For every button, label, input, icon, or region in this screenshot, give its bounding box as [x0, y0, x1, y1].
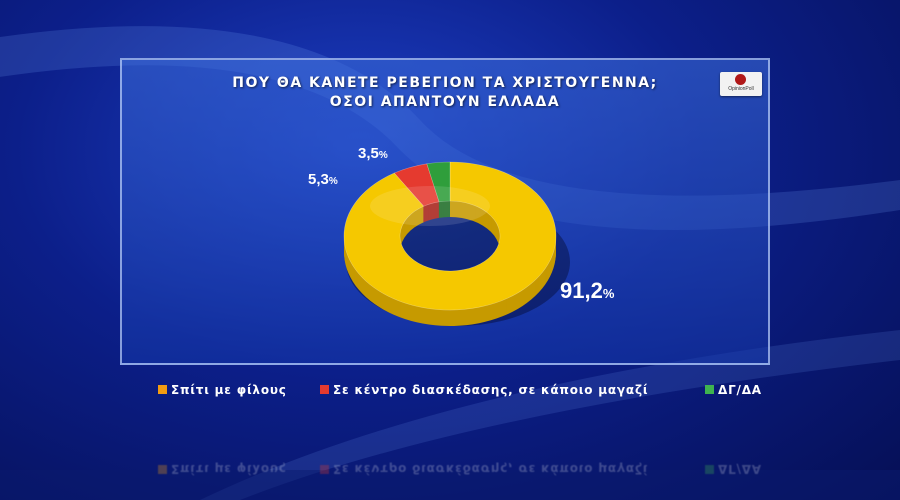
legend-label-dk: ΔΓ/ΔΑ [718, 383, 762, 397]
chart-subtitle: ΟΣΟΙ ΑΠΑΝΤΟΥΝ ΕΛΛΑΔΑ [329, 94, 561, 110]
slice-dk [426, 161, 451, 203]
chart-title-block: ΠΟΥ ΘΑ ΚΑΝΕΤΕ ΡΕΒΕΓΙΟΝ ΤΑ ΧΡΙΣΤΟΥΓΕΝΝΑ; … [120, 74, 770, 112]
legend-item-home: Σπίτι με φίλους [158, 383, 287, 397]
reflection-label-dk: ΔΓ/ΔΑ [718, 462, 762, 476]
data-label-dk: 3,5% [358, 145, 388, 162]
data-label-venue: 5,3% [308, 171, 338, 188]
legend-swatch-dk [705, 385, 714, 394]
legend-label-home: Σπίτι με φίλους [171, 383, 287, 397]
legend-label-venue: Σε κέντρο διασκέδασης, σε κάποιο μαγαζί [333, 383, 649, 397]
reflection-swatch-home [158, 465, 167, 474]
reflection-item-venue: Σε κέντρο διασκέδασης, σε κάποιο μαγαζί [320, 462, 648, 476]
donut-highlight [370, 186, 490, 226]
reflection-item-dk: ΔΓ/ΔΑ [705, 462, 762, 476]
logo-text: OpinionPoll [728, 86, 754, 92]
reflection-swatch-dk [705, 465, 714, 474]
logo-mark-icon [735, 74, 746, 85]
pollster-logo: OpinionPoll [720, 72, 762, 96]
legend-swatch-venue [320, 385, 329, 394]
reflection-label-venue: Σε κέντρο διασκέδασης, σε κάποιο μαγαζί [333, 462, 649, 476]
legend-swatch-home [158, 385, 167, 394]
reflection-item-home: Σπίτι με φίλους [158, 462, 287, 476]
legend-item-dk: ΔΓ/ΔΑ [705, 383, 762, 397]
legend-item-venue: Σε κέντρο διασκέδασης, σε κάποιο μαγαζί [320, 383, 648, 397]
chart-title: ΠΟΥ ΘΑ ΚΑΝΕΤΕ ΡΕΒΕΓΙΟΝ ΤΑ ΧΡΙΣΤΟΥΓΕΝΝΑ; [232, 75, 658, 91]
slice-home [343, 161, 557, 311]
reflection-label-home: Σπίτι με φίλους [171, 462, 287, 476]
data-label-home: 91,2% [560, 278, 615, 303]
reflection-swatch-venue [320, 465, 329, 474]
